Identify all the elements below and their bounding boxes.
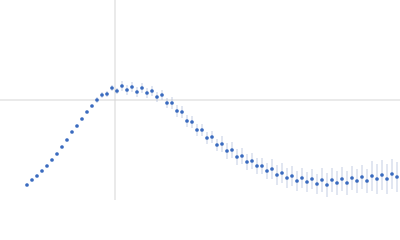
data-point: [180, 110, 184, 114]
data-point: [140, 86, 144, 90]
data-point: [150, 89, 154, 93]
data-point: [365, 179, 369, 183]
data-point: [90, 104, 94, 108]
data-point: [115, 89, 119, 93]
data-point: [70, 130, 74, 134]
data-point: [195, 128, 199, 132]
data-point: [390, 172, 394, 176]
data-point: [395, 175, 399, 179]
data-point: [125, 88, 129, 92]
data-point: [305, 180, 309, 184]
data-point: [325, 183, 329, 187]
data-point: [295, 179, 299, 183]
data-point: [275, 173, 279, 177]
data-point: [375, 177, 379, 181]
data-point: [280, 171, 284, 175]
data-point: [145, 91, 149, 95]
data-point: [335, 181, 339, 185]
data-point: [190, 120, 194, 124]
data-point: [205, 136, 209, 140]
data-point: [170, 101, 174, 105]
data-point: [80, 117, 84, 121]
data-point: [105, 92, 109, 96]
data-point: [250, 159, 254, 163]
data-point: [245, 160, 249, 164]
chart: [0, 0, 400, 200]
data-point: [270, 167, 274, 171]
data-point: [30, 178, 34, 182]
data-point: [225, 149, 229, 153]
data-point: [100, 93, 104, 97]
data-point: [75, 124, 79, 128]
data-point: [160, 93, 164, 97]
data-point: [330, 178, 334, 182]
data-point: [260, 164, 264, 168]
data-point: [315, 182, 319, 186]
data-point: [35, 174, 39, 178]
data-point: [360, 175, 364, 179]
data-point: [65, 138, 69, 142]
data-point: [110, 86, 114, 90]
data-point: [175, 109, 179, 113]
data-point: [60, 145, 64, 149]
data-point: [345, 181, 349, 185]
data-point: [350, 176, 354, 180]
data-point: [385, 177, 389, 181]
data-point: [55, 152, 59, 156]
data-point: [310, 177, 314, 181]
data-point: [200, 128, 204, 132]
data-point: [300, 176, 304, 180]
data-point: [290, 174, 294, 178]
data-point: [135, 90, 139, 94]
data-point: [230, 148, 234, 152]
data-point: [340, 177, 344, 181]
data-point: [185, 119, 189, 123]
data-point: [220, 142, 224, 146]
data-point: [355, 179, 359, 183]
data-point: [370, 174, 374, 178]
data-point: [210, 135, 214, 139]
data-point: [85, 110, 89, 114]
page: (() => { const data = JSON.parse(documen…: [0, 0, 400, 200]
data-point: [165, 101, 169, 105]
data-point: [40, 169, 44, 173]
data-point: [95, 98, 99, 102]
data-point: [265, 169, 269, 173]
data-point: [120, 84, 124, 88]
data-point: [255, 164, 259, 168]
data-point: [240, 154, 244, 158]
data-point: [215, 143, 219, 147]
data-point: [45, 164, 49, 168]
data-point: [50, 158, 54, 162]
data-point: [285, 176, 289, 180]
data-point: [25, 183, 29, 187]
data-point: [380, 173, 384, 177]
data-point: [155, 95, 159, 99]
data-point: [235, 155, 239, 159]
data-point: [130, 85, 134, 89]
data-point: [320, 178, 324, 182]
